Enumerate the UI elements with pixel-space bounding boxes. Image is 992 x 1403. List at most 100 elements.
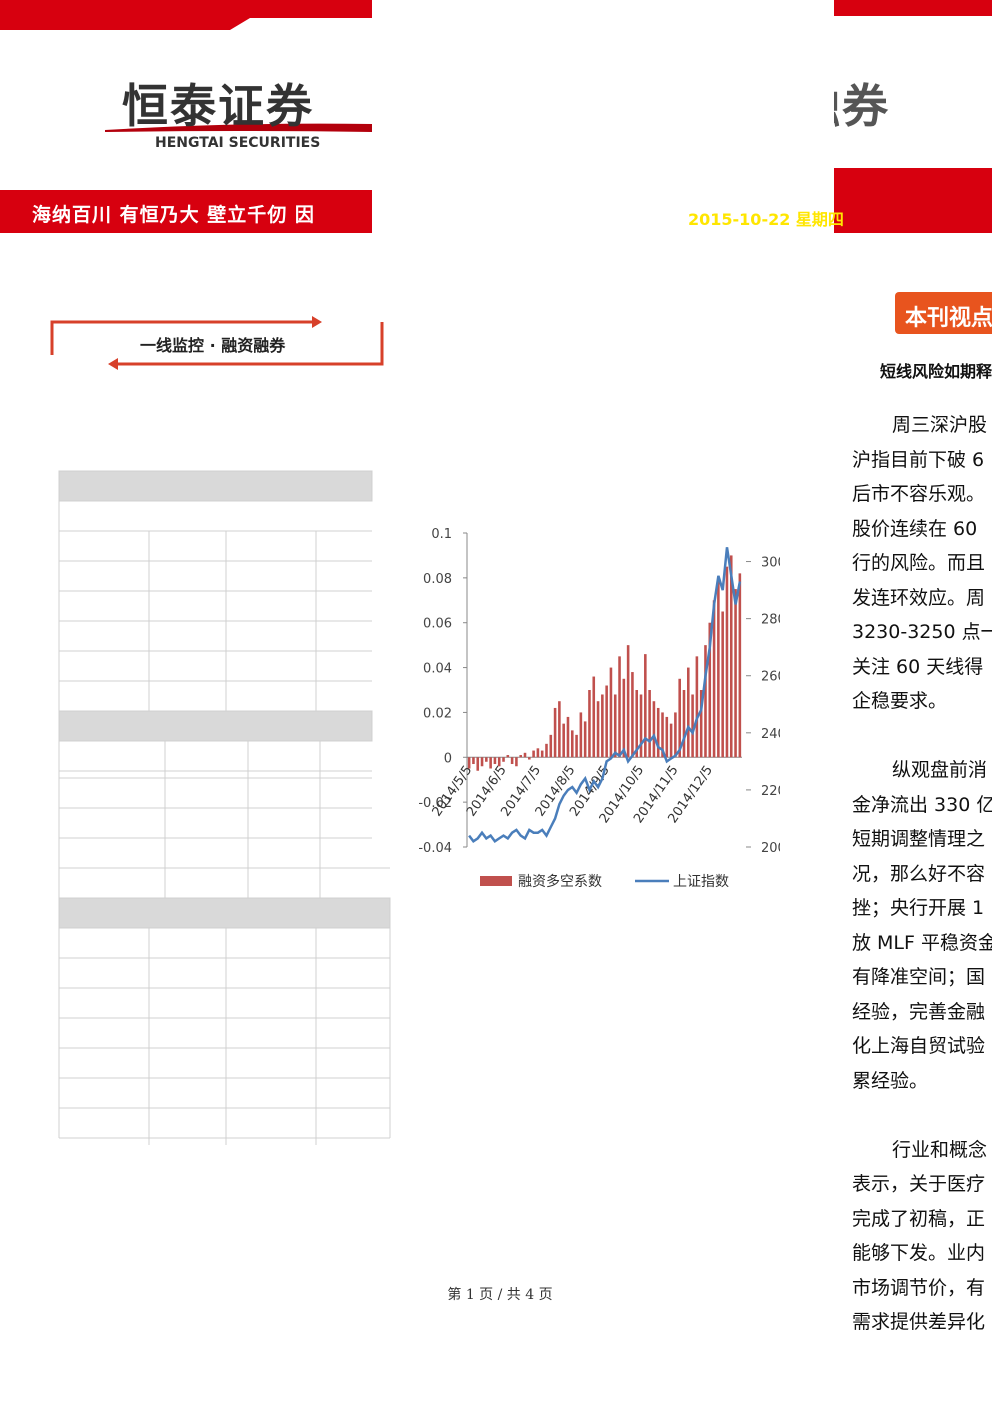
bar [570, 730, 574, 758]
bar [609, 667, 613, 758]
bar [717, 577, 720, 758]
bar [605, 685, 608, 758]
y-tick-label: 0 [444, 751, 452, 766]
text-line: 行业和概念 [892, 1138, 988, 1161]
bar [467, 757, 471, 769]
bar [515, 757, 518, 767]
bar [583, 721, 587, 758]
text-line: 3230-3250 点一 [852, 621, 992, 643]
legend-label: 上证指数 [673, 874, 729, 890]
footer: 第 1 页 / 共 4 页 [447, 1287, 553, 1303]
table-head [58, 897, 391, 929]
right-logo: 融券 [834, 79, 890, 133]
y2-tick-label: 3000 [761, 556, 780, 571]
bar [704, 645, 707, 758]
text-line: 周三深沪股 [892, 414, 988, 436]
bar [510, 757, 514, 765]
y-tick-label: -0.04 [418, 841, 452, 856]
logo-swoosh [105, 123, 372, 132]
y-tick-label: 0.04 [423, 662, 452, 677]
y2-tick-label: 2800 [761, 613, 780, 628]
text-line: 完成了初稿，正 [852, 1207, 986, 1230]
text-line: 化上海自贸试验 [852, 1035, 986, 1057]
text-line: 放 MLF 平稳资金 [852, 931, 992, 954]
header-decor [0, 0, 372, 233]
bar [618, 656, 621, 758]
slogan: 海纳百川 有恒乃大 壁立千仞 因 [32, 204, 315, 226]
bar [601, 694, 604, 758]
header-left: 恒泰证券 HENGTAI SECURITIES 海纳百川 有恒乃大 壁立千仞 因 [0, 0, 372, 236]
text-line: 市场调节价，有 [852, 1276, 986, 1299]
bar [536, 748, 540, 758]
text-line: 表示，关于医疗 [852, 1173, 986, 1195]
slogan-band [0, 190, 372, 233]
y-tick-label: 0.08 [423, 572, 452, 587]
bar [549, 734, 553, 758]
empty-tables [58, 470, 391, 1145]
bar [592, 676, 596, 758]
line [468, 547, 742, 843]
bar [674, 712, 677, 758]
date: 2015-10-22 星期四 [688, 210, 844, 229]
frame-bottom [118, 322, 384, 366]
bar [566, 716, 570, 758]
bar [708, 622, 712, 758]
text-line: 短期调整情理之 [852, 828, 986, 850]
bar [669, 723, 673, 758]
header-right: 融券 [834, 0, 992, 236]
bar [506, 755, 510, 758]
y-tick-label: 0.06 [423, 617, 452, 632]
table-grid [58, 741, 390, 898]
table-grid [58, 501, 372, 711]
frame-top [50, 320, 312, 355]
text-line: 纵观盘前消 [892, 759, 988, 781]
section-title: 一线监控 · 融资融券 [140, 336, 286, 355]
table-head [58, 710, 373, 742]
text-line: 有降准空间；国 [852, 966, 986, 988]
y-tick-label: 0.1 [431, 527, 452, 542]
y2-tick-label: 2600 [761, 670, 780, 685]
text-line: 沪指目前下破 6 [852, 448, 985, 471]
text-line: 挫；央行开展 1 [852, 897, 985, 919]
bar [661, 712, 664, 758]
bar [678, 678, 681, 758]
y2-tick-label: 2400 [761, 727, 780, 742]
y2-tick-label: 2000 [761, 841, 780, 856]
text-line: 经验，完善金融 [852, 1000, 986, 1023]
subtitle: 短线风险如期释 [880, 362, 992, 381]
bar [631, 672, 634, 758]
bar [532, 750, 535, 758]
table-head [58, 470, 373, 502]
bar [695, 656, 699, 758]
bar [648, 690, 651, 758]
section-frame [50, 316, 384, 370]
text-line: 企稳要求。 [852, 690, 948, 712]
bar [644, 654, 647, 758]
bar [502, 757, 505, 762]
bar [691, 694, 694, 758]
header-decor [834, 0, 992, 233]
bar [553, 707, 557, 758]
bar [523, 752, 527, 758]
y2-tick-label: 2200 [761, 784, 780, 799]
bar [562, 723, 565, 758]
bar [540, 750, 544, 758]
bar [682, 690, 686, 758]
bar [699, 690, 703, 758]
bar [476, 757, 480, 771]
tab-bg [895, 292, 992, 334]
bar [545, 743, 548, 758]
red-strip [0, 0, 372, 30]
red-strip [834, 0, 992, 16]
text-line: 发连环效应。周 [852, 586, 986, 609]
logo-en: HENGTAI SECURITIES [155, 135, 321, 151]
bar [493, 757, 497, 765]
bar [489, 757, 492, 769]
bar [687, 667, 690, 758]
bar [665, 716, 669, 758]
bar [497, 757, 501, 767]
bar [712, 600, 716, 758]
text-line: 需求提供差异化 [852, 1311, 986, 1333]
text-line: 况，那么好不容 [852, 862, 986, 885]
